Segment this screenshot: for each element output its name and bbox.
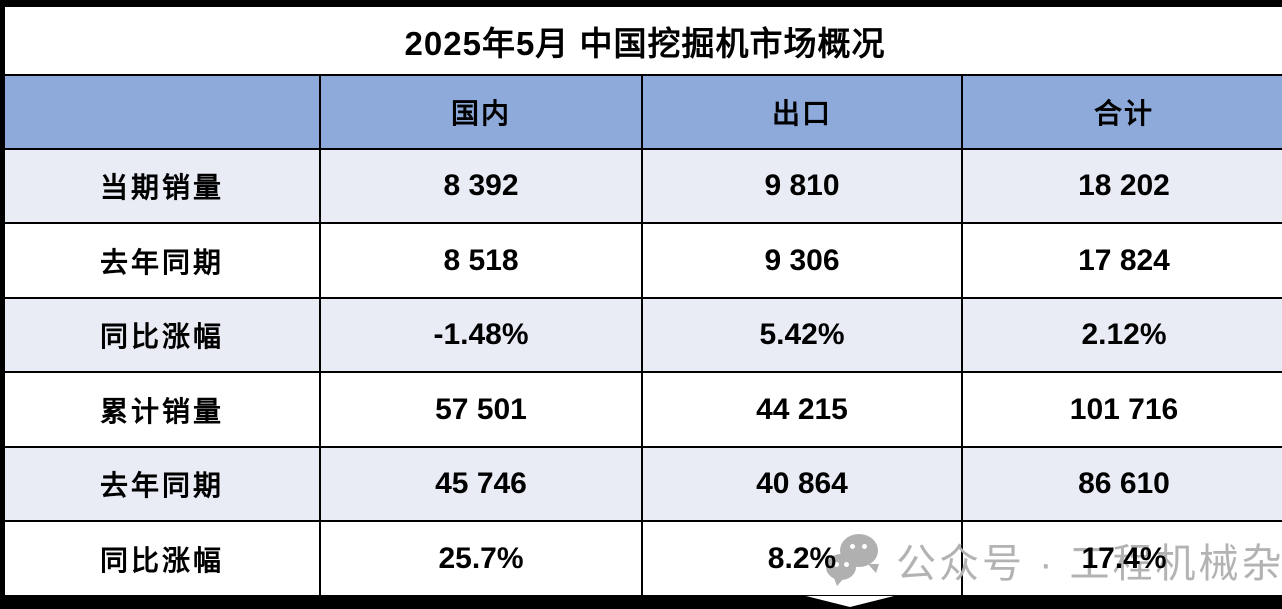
cell-value-text: 44 215: [756, 392, 848, 426]
cell-value: 9 810: [641, 147, 963, 225]
row-label: 同比涨幅: [3, 520, 321, 597]
cell-value-text: 40 864: [756, 467, 848, 501]
cell-value-text: 86 610: [1078, 467, 1170, 501]
cell-value: 8 392: [319, 147, 643, 225]
table-row: 当期销量 8 392 9 810 18 202: [3, 147, 1282, 225]
row-label-text: 当期销量: [99, 172, 224, 204]
column-header-row: 国内 出口 合计: [3, 74, 1282, 150]
row-label-text: 累计销量: [99, 395, 224, 427]
cell-value: 57 501: [319, 371, 643, 448]
cell-value-text: 57 501: [435, 392, 527, 426]
cell-value-text: 17.4%: [1081, 541, 1167, 575]
table-row: 累计销量 57 501 44 215 101 716: [3, 371, 1282, 448]
row-label: 去年同期: [3, 222, 321, 299]
bottom-notch-decoration: [806, 596, 894, 607]
row-label: 当期销量: [3, 147, 321, 225]
row-label: 同比涨幅: [3, 296, 321, 374]
cell-value-text: 17 824: [1078, 243, 1170, 277]
row-label-text: 去年同期: [99, 246, 224, 278]
cell-value: -1.48%: [319, 296, 643, 374]
cell-value-text: -1.48%: [433, 318, 529, 352]
row-label-text: 同比涨幅: [99, 544, 224, 576]
cell-value-text: 2.12%: [1081, 318, 1167, 352]
cell-value-text: 8.2%: [767, 541, 837, 575]
table-row: 去年同期 45 746 40 864 86 610: [3, 445, 1282, 523]
cell-value: 2.12%: [961, 296, 1282, 374]
cell-value: 5.42%: [641, 296, 963, 374]
table-row: 去年同期 8 518 9 306 17 824: [3, 222, 1282, 299]
cell-value: 8.2%: [641, 520, 963, 597]
cell-value-text: 5.42%: [759, 318, 845, 352]
title-row: 2025年5月 中国挖掘机市场概况: [3, 4, 1282, 77]
column-header-total: 合计: [961, 74, 1282, 150]
table-row: 同比涨幅 -1.48% 5.42% 2.12%: [3, 296, 1282, 374]
cell-value: 45 746: [319, 445, 643, 523]
excavator-market-table: 2025年5月 中国挖掘机市场概况 国内 出口 合计 当期销量 8 392 9 …: [3, 4, 1282, 597]
cell-value: 44 215: [641, 371, 963, 448]
cell-value: 101 716: [961, 371, 1282, 448]
cell-value-text: 18 202: [1078, 169, 1170, 203]
cell-value-text: 101 716: [1069, 392, 1179, 426]
row-label: 去年同期: [3, 445, 321, 523]
row-label-text: 去年同期: [99, 470, 224, 502]
cell-value-text: 9 306: [764, 243, 840, 277]
table-row: 同比涨幅 25.7% 8.2% 17.4%: [3, 520, 1282, 597]
cell-value: 9 306: [641, 222, 963, 299]
cell-value: 18 202: [961, 147, 1282, 225]
cell-value: 17 824: [961, 222, 1282, 299]
row-label: 累计销量: [3, 371, 321, 448]
cell-value-text: 8 392: [443, 169, 519, 203]
column-header-blank: [3, 74, 321, 150]
cell-value: 17.4%: [961, 520, 1282, 597]
cell-value: 8 518: [319, 222, 643, 299]
page-title: 2025年5月 中国挖掘机市场概况: [3, 4, 1282, 77]
cell-value-text: 25.7%: [438, 541, 524, 575]
cell-value: 40 864: [641, 445, 963, 523]
cell-value-text: 9 810: [764, 169, 840, 203]
column-header-export: 出口: [641, 74, 963, 150]
cell-value-text: 45 746: [435, 467, 527, 501]
row-label-text: 同比涨幅: [99, 321, 224, 353]
cell-value: 25.7%: [319, 520, 643, 597]
cell-value: 86 610: [961, 445, 1282, 523]
column-header-domestic: 国内: [319, 74, 643, 150]
cell-value-text: 8 518: [443, 243, 519, 277]
